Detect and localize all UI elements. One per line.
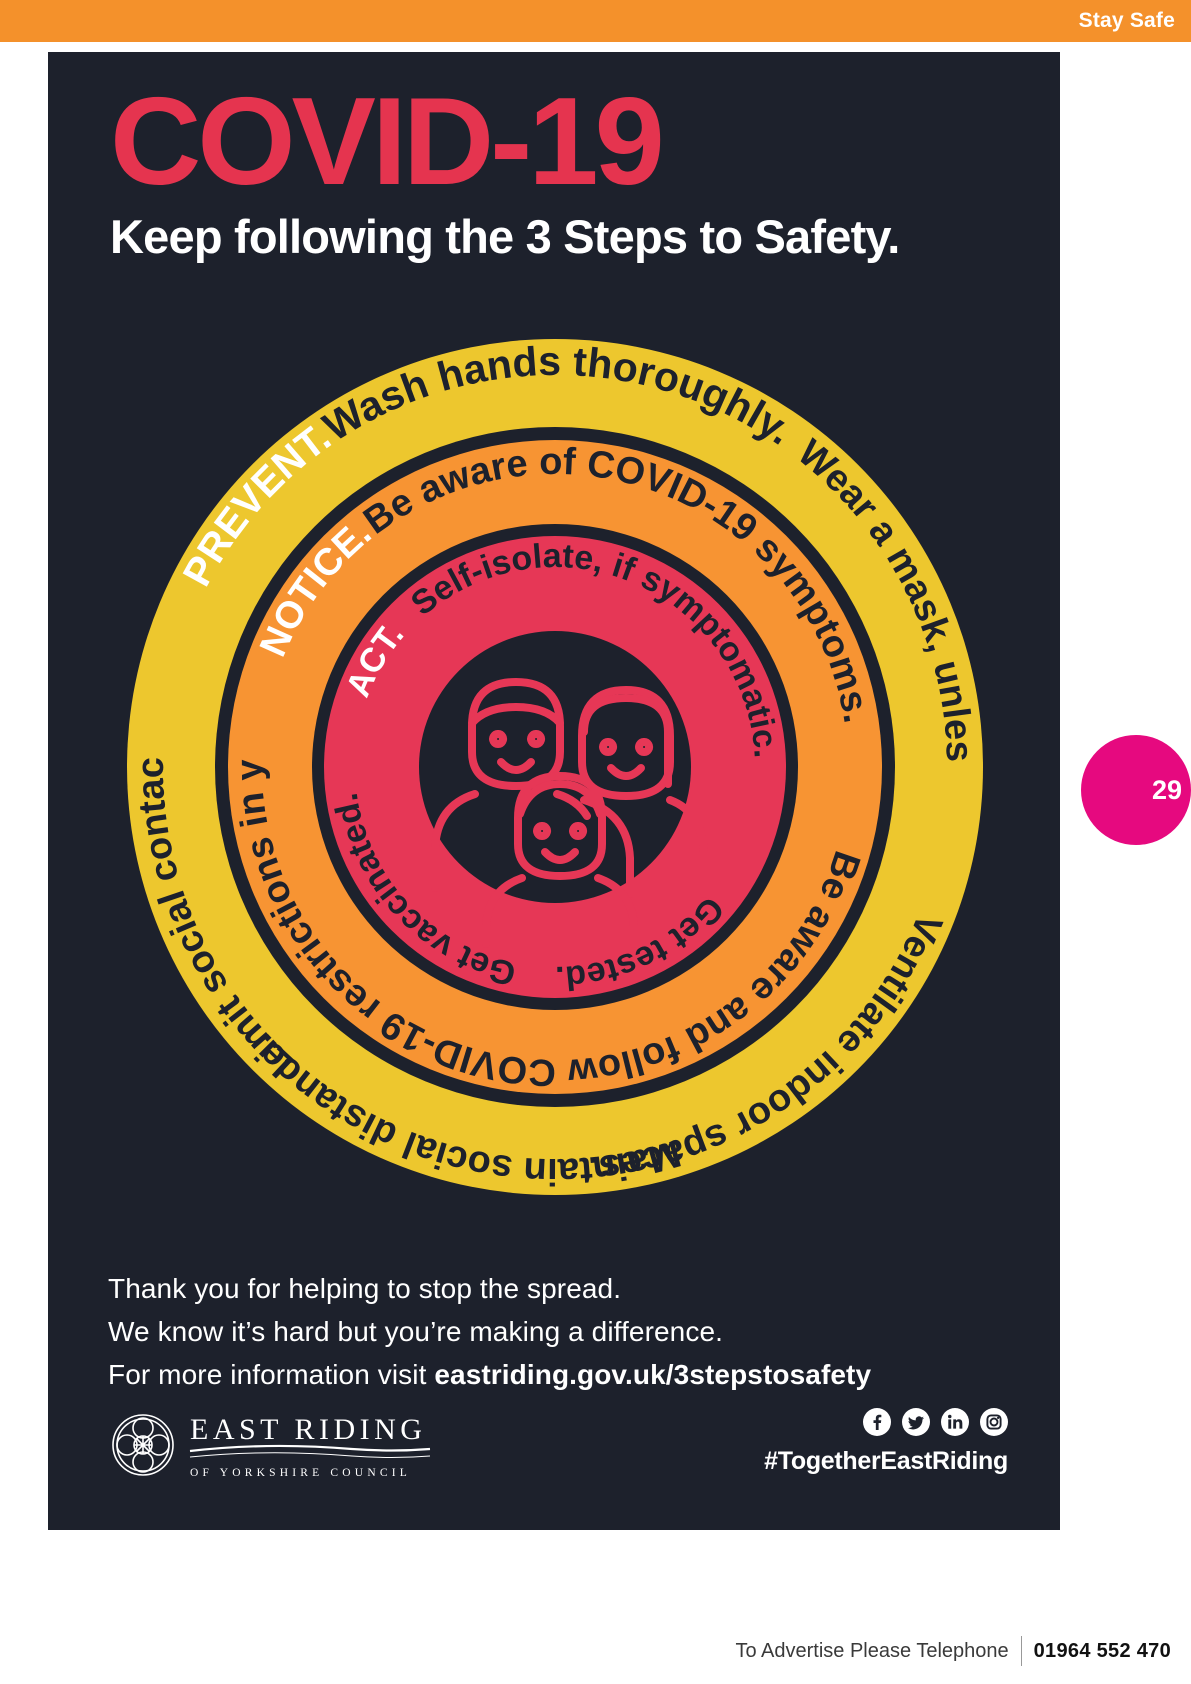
twitter-icon[interactable]	[902, 1408, 930, 1436]
logo-subtitle: OF YORKSHIRE COUNCIL	[190, 1467, 411, 1479]
logo-title: EAST RIDING	[190, 1413, 426, 1446]
page-subtitle: Keep following the 3 Steps to Safety.	[110, 210, 900, 263]
footer-message: Thank you for helping to stop the spread…	[108, 1267, 988, 1396]
footer-line-2: We know it’s hard but you’re making a di…	[108, 1316, 724, 1347]
footer-line-3-prefix: For more information visit	[108, 1359, 435, 1390]
social-block: #TogetherEastRiding	[764, 1408, 1008, 1476]
page-number-tab: 29	[1081, 735, 1191, 845]
website-link[interactable]: eastriding.gov.uk/3stepstosafety	[434, 1359, 872, 1390]
advert-bar: To Advertise Please Telephone 01964 552 …	[735, 1636, 1171, 1666]
advert-lead: To Advertise Please Telephone	[735, 1639, 1009, 1662]
page-number: 29	[1151, 774, 1183, 805]
page-title: COVID-19	[110, 73, 665, 211]
stay-safe-label: Stay Safe	[1078, 9, 1175, 32]
footer-line-1: Thank you for helping to stop the spread…	[108, 1273, 622, 1304]
facebook-icon[interactable]	[863, 1408, 891, 1436]
celtic-knot-icon	[112, 1414, 174, 1476]
advert-separator	[1020, 1636, 1022, 1666]
page-number-circle	[1081, 735, 1191, 845]
social-icons	[764, 1408, 1008, 1436]
logo-swoosh	[189, 1444, 431, 1453]
top-banner: Stay Safe	[0, 0, 1191, 42]
advert-telephone: 01964 552 470	[1033, 1639, 1171, 1662]
family-icon	[431, 678, 708, 948]
east-riding-logo: EAST RIDING OF YORKSHIRE COUNCIL	[112, 1413, 431, 1479]
poster-canvas: COVID-19 Keep following the 3 Steps to S…	[48, 52, 1060, 1530]
logo-swoosh-2	[189, 1452, 431, 1458]
three-steps-wheel: PREVENT. Wash hands thoroughly. Wear a m…	[90, 302, 983, 1195]
linkedin-icon[interactable]	[941, 1408, 969, 1436]
footer-line-3: For more information visit eastriding.go…	[108, 1353, 988, 1396]
hashtag-label: #TogetherEastRiding	[764, 1447, 1008, 1475]
instagram-icon[interactable]	[980, 1408, 1008, 1436]
